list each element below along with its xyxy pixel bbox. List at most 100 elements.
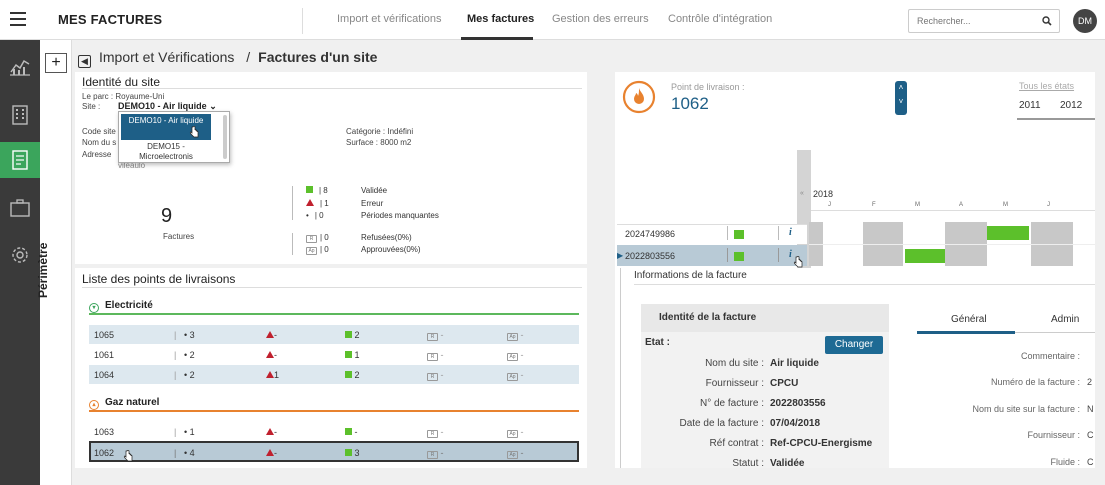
divider (292, 233, 293, 255)
breadcrumb: ◀ Import et Vérifications / Factures d'un … (78, 49, 377, 68)
site-identity-panel (75, 72, 587, 264)
invoice-row[interactable] (617, 224, 807, 244)
chevron-down-icon[interactable]: ˅ (898, 97, 904, 106)
info-icon[interactable]: i (789, 249, 792, 260)
tab-general[interactable]: Général (951, 314, 987, 325)
chevron-down-icon: ▾ (89, 303, 99, 313)
flame-icon (622, 80, 656, 114)
field-label: N° de facture : (699, 398, 764, 409)
site-dropdown[interactable]: DEMO10 - Air liquide DEMO15 - Microelect… (118, 111, 230, 163)
legend-validee: | 8 Validée (306, 186, 387, 195)
tab-mes-factures[interactable]: Mes factures (467, 13, 535, 25)
invoice-row-selected[interactable] (617, 245, 807, 266)
livraison-label: Point de livraison : (671, 82, 745, 92)
sidebar-item-buildings[interactable] (0, 97, 40, 133)
timeline-invoice-bar[interactable] (905, 249, 945, 263)
month-label: J (1047, 202, 1050, 208)
hand-cursor-icon (793, 256, 803, 268)
search-input[interactable] (909, 10, 1029, 32)
tab-controle-integration[interactable]: Contrôle d'intégration (668, 13, 773, 25)
divider (727, 248, 728, 262)
site-select-value: DEMO10 - Air liquide (118, 101, 207, 111)
month-label: F (872, 202, 876, 208)
table-row[interactable]: 1065 | • 3 - 2 R - Ap - (89, 325, 579, 344)
table-row-selected[interactable]: 1062 | • 4 - 3 R - Ap - (89, 441, 579, 462)
field-label: Statut : (732, 458, 764, 469)
change-state-button[interactable]: Changer (825, 336, 883, 354)
green-square-icon (345, 449, 352, 456)
table-row[interactable]: 1063 | • 1 - - R - Ap - (94, 427, 524, 438)
dropdown-option-demo15[interactable]: DEMO15 - Microelectronis (139, 142, 193, 161)
field-label: Date de la facture : (679, 418, 765, 429)
table-row[interactable]: 1061 | • 2 - 1 R - Ap - (94, 350, 524, 361)
dropdown-scrollbar[interactable] (223, 115, 227, 159)
group-gaz-naturel[interactable]: ▴ Gaz naturel (89, 397, 159, 410)
divider (292, 186, 293, 220)
breadcrumb-parent[interactable]: Import et Vérifications (99, 49, 235, 65)
site-identity-title: Identité du site (82, 75, 161, 89)
year-scale-line (1017, 118, 1095, 120)
green-square-icon (345, 371, 352, 378)
month-label: J (828, 202, 831, 208)
livraison-stepper[interactable]: ˄ ˅ (895, 81, 907, 115)
breadcrumb-current: Factures d'un site (258, 49, 378, 65)
sidebar-item-invoices[interactable] (0, 142, 40, 178)
add-perimetre-button[interactable]: + (45, 53, 67, 73)
chevron-up-icon[interactable]: ˄ (898, 83, 904, 92)
search-icon[interactable] (1042, 16, 1052, 26)
tab-gestion-erreurs[interactable]: Gestion des erreurs (552, 13, 649, 25)
sidebar-item-settings[interactable] (0, 237, 40, 273)
field-label: Fluide : (1050, 457, 1080, 467)
legend-erreur: | 1 Erreur (306, 199, 383, 208)
menu-icon[interactable] (10, 12, 26, 26)
divider (778, 226, 779, 240)
approved-badge-icon: Ap (507, 451, 518, 459)
field-value: 2022803556 (770, 398, 826, 409)
table-row[interactable]: 1064 | • 2 1 2 R - Ap - (89, 365, 579, 384)
field-value: N (1087, 404, 1094, 414)
warning-triangle-icon (266, 351, 274, 358)
refused-badge-icon: R (427, 333, 438, 341)
field-value: 07/04/2018 (770, 418, 821, 429)
selected-row-indicator: ▶ (617, 251, 624, 260)
field-label: Nom du site sur la facture : (972, 404, 1080, 414)
etat-label: Etat : (645, 337, 670, 348)
month-label: M (915, 202, 920, 208)
approved-badge-icon: Ap (507, 373, 518, 381)
field-label: Réf contrat : (709, 438, 764, 449)
perimetre-label[interactable]: Périmètre (36, 242, 50, 298)
approved-badge-icon: Ap (507, 353, 518, 361)
invoice-identity-header (641, 304, 889, 332)
sidebar-item-analytics[interactable] (0, 48, 40, 84)
refused-badge-icon: R (427, 430, 438, 438)
top-bar: MES FACTURES Import et vérifications Mes… (0, 0, 1105, 40)
info-icon[interactable]: i (789, 227, 792, 238)
year-2011[interactable]: 2011 (1019, 100, 1041, 111)
gear-icon (12, 247, 28, 263)
group-electricite[interactable]: ▾ Electricité (89, 300, 153, 313)
tab-admin[interactable]: Admin (1051, 314, 1080, 325)
categorie-text: Catégorie : Indéfini (346, 127, 414, 136)
year-2012[interactable]: 2012 (1060, 100, 1083, 111)
avatar[interactable]: DM (1073, 9, 1097, 33)
divider (82, 88, 582, 89)
warning-triangle-icon (306, 199, 314, 206)
code-site-label: Code site (82, 127, 116, 136)
chevron-down-icon: ⌄ (206, 101, 217, 111)
tab-import-verifications[interactable]: Import et vérifications (337, 13, 442, 25)
livraison-value: 1062 (671, 94, 709, 113)
timeline-invoice-bar[interactable] (987, 226, 1029, 240)
breadcrumb-separator: / (246, 49, 251, 65)
site-select[interactable]: DEMO10 - Air liquide ⌄ (118, 101, 217, 112)
search-box[interactable] (908, 9, 1060, 33)
divider (634, 284, 1095, 285)
field-label: Fournisseur : (1027, 430, 1080, 440)
divider (302, 8, 303, 34)
invoice-number: 2022803556 (625, 251, 676, 261)
field-value: Air liquide (770, 358, 819, 369)
sidebar-item-portfolio[interactable] (0, 190, 40, 226)
all-states-filter[interactable]: Tous les états (1019, 81, 1075, 91)
invoice-identity-title: Identité de la facture (659, 312, 757, 323)
double-chevron-left-icon[interactable]: « (800, 190, 804, 197)
back-arrow-icon[interactable]: ◀ (78, 55, 91, 68)
